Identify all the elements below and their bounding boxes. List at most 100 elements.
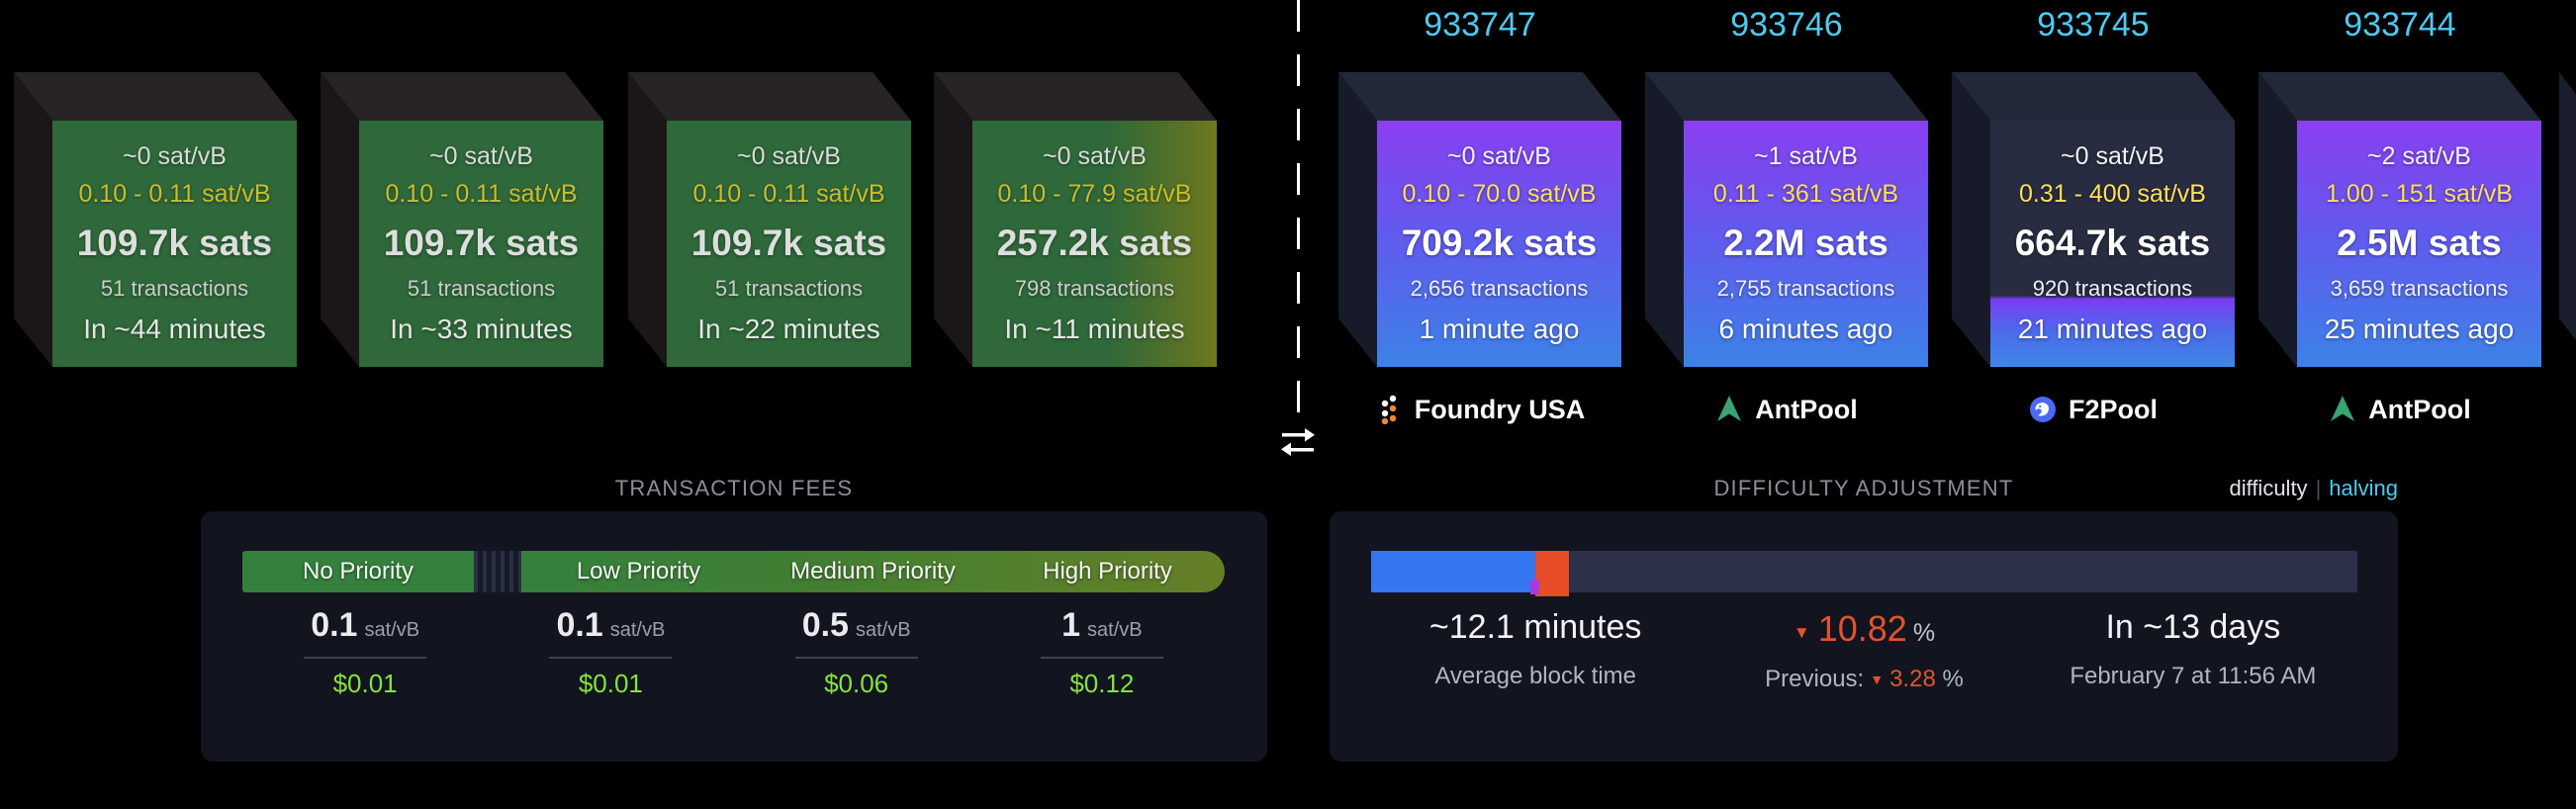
fee-priority-bar: No Priority Low Priority Medium Priority… <box>242 551 1225 592</box>
total-fees: 2.5M sats <box>2337 223 2502 263</box>
pool-name: AntPool <box>2368 394 2471 424</box>
block-front-face[interactable]: ~0 sat/vB 0.10 - 0.11 sat/vB 109.7k sats… <box>52 121 297 367</box>
difficulty-halving-toggle[interactable]: difficulty | halving <box>2121 476 2398 501</box>
mined-ago: 6 minutes ago <box>1718 314 1893 344</box>
block-top-face <box>14 72 297 121</box>
mining-pool-link[interactable]: AntPool <box>2258 392 2541 427</box>
fee-range: 1.00 - 151 sat/vB <box>2325 180 2513 208</box>
priority-label: No Priority <box>302 558 414 584</box>
mining-pool-link[interactable]: AntPool <box>1645 392 1928 427</box>
mining-pool-link[interactable]: F2Pool <box>1952 392 2235 427</box>
median-fee: ~0 sat/vB <box>1447 142 1551 170</box>
chain-tip-divider <box>1297 0 1300 419</box>
fee-unit: sat/vB <box>1087 619 1143 641</box>
median-fee: ~0 sat/vB <box>737 142 841 170</box>
fee-unit: sat/vB <box>609 619 666 641</box>
retarget-date: February 7 at 11:56 AM <box>2070 663 2317 689</box>
block-eta: In ~11 minutes <box>1004 314 1185 344</box>
previous-label: Previous: <box>1765 666 1865 692</box>
fee-usd: $0.01 <box>332 669 398 698</box>
fee-range: 0.10 - 0.11 sat/vB <box>385 180 578 208</box>
block-left-face <box>934 72 972 367</box>
percent-unit: % <box>1912 619 1936 647</box>
fee-rate: 0.1 <box>311 606 358 644</box>
median-fee: ~0 sat/vB <box>1043 142 1147 170</box>
difficulty-stats: ~12.1 minutes Average block time ▼ 10.82%… <box>1371 608 2357 693</box>
block-left-face <box>14 72 52 367</box>
block-left-face <box>1645 72 1684 367</box>
block-front-face[interactable]: ~0 sat/vB 0.10 - 77.9 sat/vB 257.2k sats… <box>972 121 1217 367</box>
block-front-face[interactable]: ~1 sat/vB 0.11 - 361 sat/vB 2.2M sats 2,… <box>1684 121 1928 367</box>
median-fee: ~2 sat/vB <box>2367 142 2471 170</box>
mined-block-933747[interactable]: 933747 ~0 sat/vB 0.10 - 70.0 sat/vB 709.… <box>1338 6 1621 424</box>
block-top-face <box>2258 72 2541 121</box>
block-left-face <box>2258 72 2297 367</box>
block-top-face <box>1338 72 1621 121</box>
fee-rate: 0.5 <box>801 606 849 644</box>
fee-divider <box>549 657 673 659</box>
tx-count: 2,656 transactions <box>1410 276 1589 301</box>
pool-name: Foundry USA <box>1414 394 1586 424</box>
block-top-face <box>934 72 1217 121</box>
progress-now-marker <box>1529 580 1539 594</box>
priority-segment-medium: Medium Priority <box>756 551 990 592</box>
block-left-face <box>1952 72 1990 367</box>
fees-panel-title: TRANSACTION FEES <box>614 476 854 500</box>
mempool-block-3[interactable]: ~0 sat/vB 0.10 - 0.11 sat/vB 109.7k sats… <box>321 72 603 367</box>
fee-readout-low-priority: 0.1 sat/vB $0.01 <box>488 606 733 699</box>
mined-block-933744[interactable]: 933744 ~2 sat/vB 1.00 - 151 sat/vB 2.5M … <box>2258 6 2541 424</box>
foundry-icon <box>1381 395 1396 424</box>
mempool-block-1[interactable]: ~0 sat/vB 0.10 - 77.9 sat/vB 257.2k sats… <box>934 72 1217 367</box>
block-left-face <box>1338 72 1377 367</box>
block-top-face <box>1645 72 1928 121</box>
mined-ago: 25 minutes ago <box>2324 314 2515 344</box>
fee-range: 0.11 - 361 sat/vB <box>1712 180 1899 208</box>
priority-label: Medium Priority <box>790 558 956 584</box>
mempool-block-4[interactable]: ~0 sat/vB 0.10 - 0.11 sat/vB 109.7k sats… <box>14 72 297 367</box>
priority-bar-separator <box>474 551 521 592</box>
mined-ago: 21 minutes ago <box>2017 314 2208 344</box>
avg-block-time-stat: ~12.1 minutes Average block time <box>1371 608 1700 693</box>
block-height-link[interactable]: 933744 <box>2344 6 2456 44</box>
toggle-difficulty-link[interactable]: difficulty <box>2229 476 2308 500</box>
tx-count: 51 transactions <box>714 276 864 301</box>
fees-panel: No Priority Low Priority Medium Priority… <box>201 511 1267 762</box>
tx-count: 51 transactions <box>407 276 556 301</box>
retarget-stat: In ~13 days February 7 at 11:56 AM <box>2029 608 2357 693</box>
difficulty-change-value: 10.82 <box>1817 608 1907 649</box>
fee-usd: $0.12 <box>1069 669 1135 698</box>
block-front-face[interactable]: ~2 sat/vB 1.00 - 151 sat/vB 2.5M sats 3,… <box>2297 121 2541 367</box>
swap-direction-icon[interactable] <box>1280 425 1316 459</box>
fee-range: 0.10 - 0.11 sat/vB <box>692 180 885 208</box>
tx-count: 3,659 transactions <box>2330 276 2509 301</box>
priority-label: Low Priority <box>576 558 701 584</box>
mempool-block-2[interactable]: ~0 sat/vB 0.10 - 0.11 sat/vB 109.7k sats… <box>628 72 911 367</box>
pool-name: F2Pool <box>2068 394 2158 424</box>
block-front-face[interactable]: ~0 sat/vB 0.31 - 400 sat/vB 664.7k sats … <box>1990 121 2235 367</box>
fee-range: 0.10 - 77.9 sat/vB <box>997 180 1192 208</box>
block-height-link[interactable]: 933747 <box>1424 6 1536 44</box>
block-front-face[interactable]: ~0 sat/vB 0.10 - 0.11 sat/vB 109.7k sats… <box>667 121 911 367</box>
mined-block-933745[interactable]: 933745 ~0 sat/vB 0.31 - 400 sat/vB 664.7… <box>1952 6 2235 424</box>
total-fees: 109.7k sats <box>383 223 580 263</box>
block-front-face[interactable]: ~0 sat/vB 0.10 - 70.0 sat/vB 709.2k sats… <box>1377 121 1621 367</box>
antpool-icon <box>2331 396 2355 421</box>
block-height-link[interactable]: 933745 <box>2037 6 2150 44</box>
block-height-link[interactable]: 933746 <box>1730 6 1843 44</box>
progress-behind <box>1534 551 1570 597</box>
fee-readouts: 0.1 sat/vB $0.01 0.1 sat/vB $0.01 0.5 sat/v… <box>242 606 1225 699</box>
block-front-face[interactable]: ~0 sat/vB 0.10 - 0.11 sat/vB 109.7k sats… <box>359 121 603 367</box>
previous-change-value: 3.28 <box>1889 666 1936 692</box>
priority-segment-low: Low Priority <box>521 551 756 592</box>
mining-pool-link[interactable]: Foundry USA <box>1338 392 1621 427</box>
avg-block-time-value: ~12.1 minutes <box>1428 608 1642 646</box>
total-fees: 257.2k sats <box>996 223 1193 263</box>
fee-unit: sat/vB <box>855 619 911 641</box>
fee-usd: $0.01 <box>578 669 643 698</box>
down-triangle-icon: ▼ <box>1870 672 1885 687</box>
toggle-halving-link[interactable]: halving <box>2329 476 2398 500</box>
mined-block-933746[interactable]: 933746 ~1 sat/vB 0.11 - 361 sat/vB 2.2M … <box>1645 6 1928 424</box>
retarget-eta-value: In ~13 days <box>2105 608 2281 646</box>
difficulty-panel-title: DIFFICULTY ADJUSTMENT <box>1713 476 2014 500</box>
difficulty-change-stat: ▼ 10.82% Previous: ▼ 3.28 % <box>1700 608 2028 693</box>
